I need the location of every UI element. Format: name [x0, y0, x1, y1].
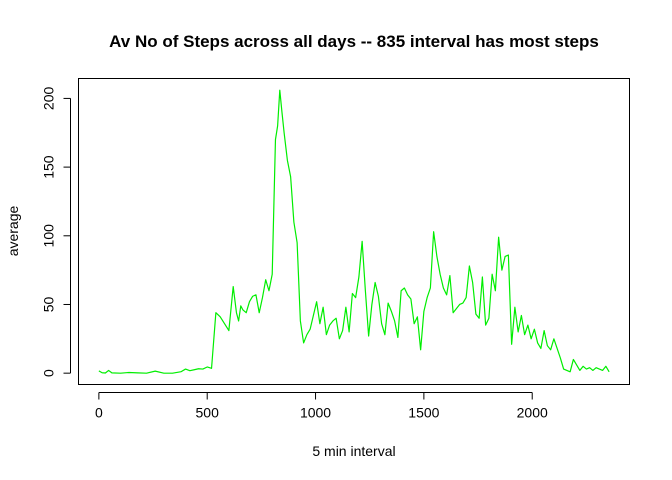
- y-axis: 0 50 100 150 200: [41, 87, 71, 377]
- y-tick-label: 0: [41, 369, 57, 377]
- x-tick-label: 1000: [300, 405, 331, 421]
- y-tick-label: 100: [41, 224, 57, 248]
- x-axis-label: 5 min interval: [312, 443, 395, 459]
- y-tick-label: 50: [41, 296, 57, 312]
- x-tick-label: 500: [196, 405, 220, 421]
- x-tick-label: 2000: [517, 405, 548, 421]
- series-line-0: [98, 89, 610, 374]
- y-tick-label: 200: [41, 87, 57, 111]
- series-layer: [98, 89, 610, 374]
- y-tick-label: 150: [41, 155, 57, 179]
- x-axis: 0 500 1000 1500 2000: [95, 392, 548, 421]
- plot-frame: [78, 78, 630, 385]
- x-tick-label: 1500: [408, 405, 439, 421]
- x-tick-label: 0: [95, 405, 103, 421]
- chart-title: Av No of Steps across all days -- 835 in…: [109, 32, 599, 51]
- y-axis-label: average: [5, 205, 21, 256]
